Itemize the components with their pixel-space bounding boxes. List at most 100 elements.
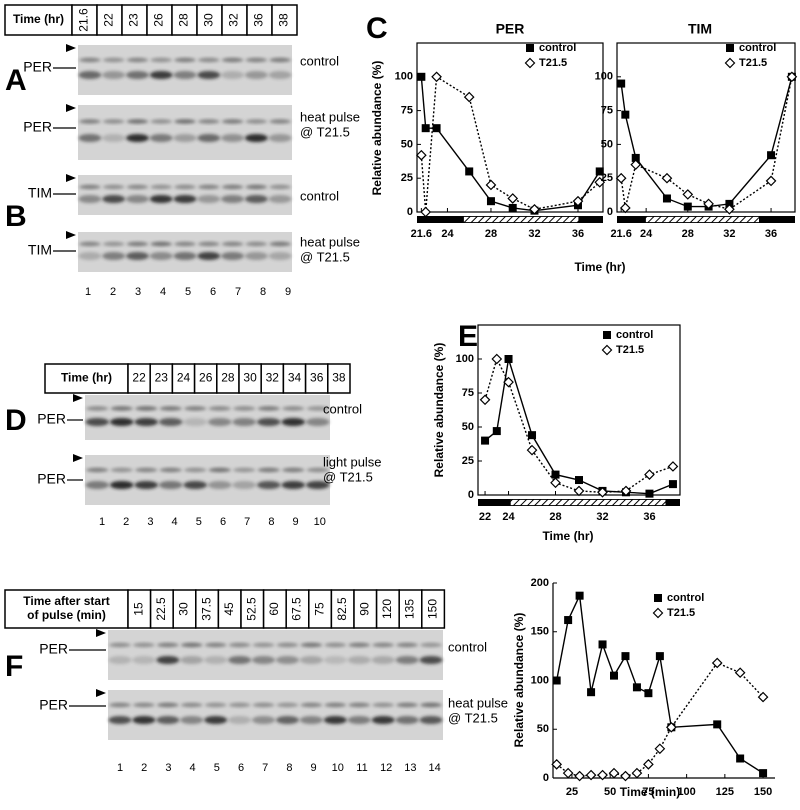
lane-label: 120 <box>380 599 394 619</box>
marker <box>486 197 495 206</box>
band <box>306 406 329 411</box>
band <box>282 406 305 411</box>
condition-label: heat pulse <box>300 109 360 124</box>
lane-cell <box>196 4 223 36</box>
band <box>132 716 156 724</box>
marker <box>597 486 608 498</box>
lane-label: 36 <box>252 13 266 27</box>
marker <box>608 767 620 779</box>
lane-label: 90 <box>357 602 371 616</box>
x-tick-label: 125 <box>716 786 734 798</box>
lane-label: 26 <box>152 13 166 27</box>
band <box>149 134 173 142</box>
lane-number: 4 <box>160 286 166 298</box>
lane-number: 3 <box>165 762 171 774</box>
band <box>305 481 330 489</box>
band <box>420 642 442 648</box>
marker <box>665 721 677 733</box>
marker <box>562 767 574 779</box>
x-tick-label: 36 <box>765 228 777 240</box>
arrowhead <box>73 394 83 402</box>
lane-number: 6 <box>238 762 244 774</box>
marker <box>552 676 561 685</box>
marker <box>508 203 517 212</box>
blot-image <box>85 395 330 440</box>
band <box>183 481 208 489</box>
protein-label: PER <box>39 641 68 657</box>
marker <box>550 477 561 489</box>
y-axis-label: Relative abundance (%) <box>512 613 526 748</box>
marker <box>417 72 426 81</box>
band <box>109 418 134 426</box>
marker <box>621 110 630 119</box>
blot-image <box>108 690 443 740</box>
band <box>135 406 158 411</box>
protein-label: PER <box>39 697 68 713</box>
lane-label: 34 <box>288 371 302 385</box>
lane-number: 4 <box>190 762 196 774</box>
x-tick-label: 24 <box>640 228 653 240</box>
lane-number: 3 <box>135 286 141 298</box>
header-label: Time after start <box>23 594 109 608</box>
band <box>275 656 299 664</box>
x-tick-label: 24 <box>502 511 515 523</box>
band <box>232 481 257 489</box>
panel-label: B <box>5 200 27 233</box>
series-line <box>555 593 764 774</box>
marker <box>668 480 677 489</box>
band <box>228 702 251 708</box>
lane-number: 13 <box>404 762 416 774</box>
condition-label: control <box>448 639 487 654</box>
band <box>149 195 173 203</box>
band <box>158 418 183 426</box>
band <box>102 57 125 63</box>
band <box>78 252 102 260</box>
blot-bg <box>108 690 443 740</box>
band <box>173 134 197 142</box>
lane-number: 6 <box>220 516 226 528</box>
lane-number: 14 <box>428 762 440 774</box>
lane-label: 135 <box>403 599 417 619</box>
lane-number: 7 <box>235 286 241 298</box>
y-tick-label: 25 <box>462 455 474 467</box>
y-axis-label: Relative abundance (%) <box>370 61 384 196</box>
chart-title: TIM <box>688 21 712 37</box>
x-tick-label: 150 <box>754 786 772 798</box>
band <box>221 184 244 190</box>
protein-label: PER <box>23 59 52 75</box>
lane-label: 82.5 <box>335 597 349 621</box>
lane-number: 12 <box>380 762 392 774</box>
band <box>419 716 443 724</box>
band <box>126 195 149 203</box>
condition-label: @ T21.5 <box>300 124 350 139</box>
y-tick-label: 100 <box>456 353 474 365</box>
band <box>158 481 183 489</box>
lane-number: 7 <box>262 762 268 774</box>
lane-cell <box>271 4 298 36</box>
x-axis-label: Time (hr) <box>542 529 593 543</box>
lane-label: 24 <box>177 371 191 385</box>
marker <box>619 202 631 214</box>
lane-number: 9 <box>311 762 317 774</box>
marker <box>620 770 631 782</box>
band <box>245 57 268 63</box>
y-tick-label: 150 <box>531 626 549 638</box>
marker <box>683 202 692 211</box>
x-tick-label: 22 <box>479 511 491 523</box>
y-tick-label: 0 <box>543 772 549 784</box>
x-tick-label: 32 <box>596 511 608 523</box>
band <box>79 241 101 247</box>
band <box>198 184 220 190</box>
band <box>174 57 196 63</box>
lane-label: 28 <box>177 13 191 27</box>
band <box>347 656 371 664</box>
blot-image <box>85 455 330 505</box>
band <box>268 252 292 260</box>
band <box>396 642 418 648</box>
x-tick-label: 100 <box>677 786 695 798</box>
band <box>269 241 291 247</box>
band <box>305 418 330 426</box>
band <box>269 119 291 124</box>
x-tick-label: 50 <box>604 786 616 798</box>
